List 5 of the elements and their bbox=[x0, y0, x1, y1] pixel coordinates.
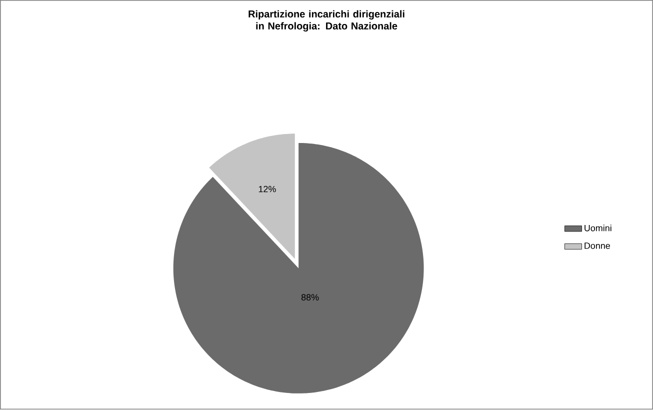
legend-label: Uomini bbox=[584, 224, 612, 232]
legend-label: Donne bbox=[584, 242, 610, 250]
chart-title: Ripartizione incarichi dirigenziali in Nefrologia: Dato Nazionale bbox=[248, 10, 404, 32]
data-label: 12% bbox=[258, 186, 276, 192]
data-label: 88% bbox=[301, 294, 319, 301]
